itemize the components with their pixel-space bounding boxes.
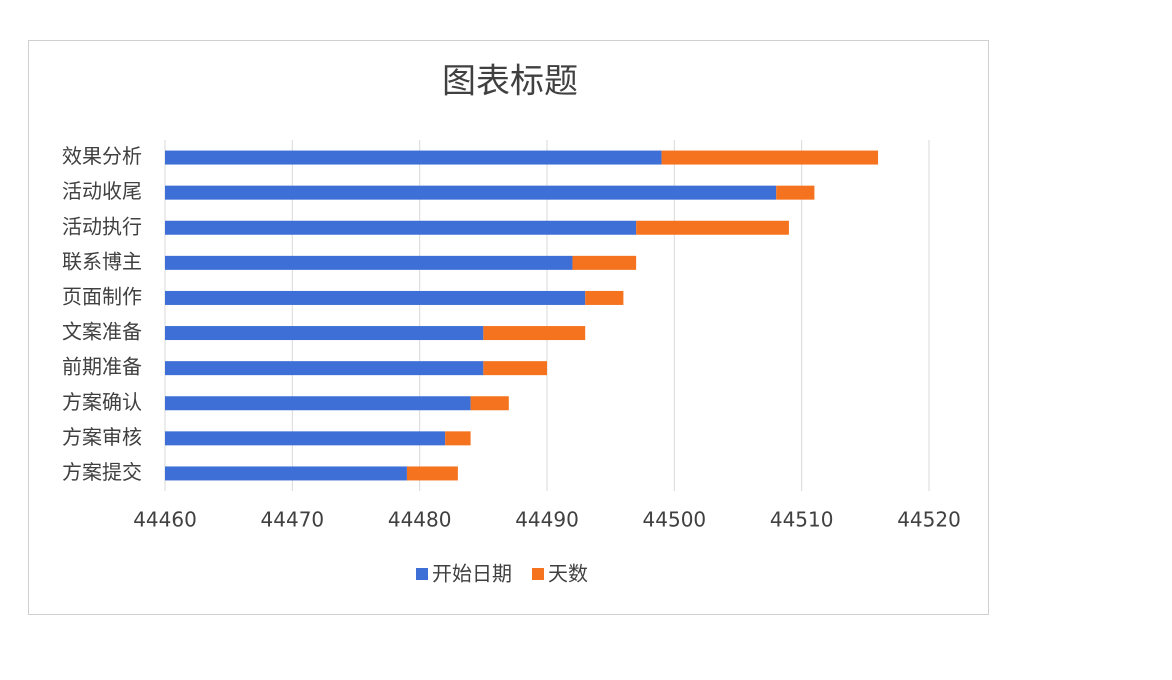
bar bbox=[483, 361, 547, 376]
bar bbox=[585, 290, 624, 305]
bar bbox=[165, 150, 662, 165]
x-tick-label: 44500 bbox=[643, 508, 707, 532]
y-tick-label: 效果分析 bbox=[62, 144, 142, 168]
y-tick-label: 方案确认 bbox=[62, 390, 142, 414]
legend-label: 天数 bbox=[548, 562, 588, 586]
bar bbox=[776, 185, 815, 200]
bar bbox=[445, 431, 471, 446]
y-tick-label: 方案审核 bbox=[62, 425, 142, 449]
x-tick-label: 44480 bbox=[388, 508, 452, 532]
x-tick-label: 44490 bbox=[515, 508, 579, 532]
bar bbox=[572, 255, 637, 270]
y-tick-label: 文案准备 bbox=[62, 320, 142, 344]
y-tick-label: 联系博主 bbox=[62, 249, 142, 273]
bar bbox=[483, 326, 586, 341]
y-tick-label: 方案提交 bbox=[62, 460, 142, 484]
legend-swatch bbox=[416, 568, 428, 580]
bar bbox=[165, 326, 484, 341]
bar bbox=[636, 220, 789, 235]
legend-label: 开始日期 bbox=[432, 562, 512, 586]
x-tick-label: 44470 bbox=[261, 508, 325, 532]
y-tick-label: 活动收尾 bbox=[62, 179, 142, 203]
x-tick-label: 44460 bbox=[133, 508, 197, 532]
bar bbox=[661, 150, 879, 165]
bar bbox=[406, 466, 458, 481]
bar bbox=[165, 185, 777, 200]
y-tick-label: 前期准备 bbox=[62, 355, 142, 379]
y-tick-label: 活动执行 bbox=[62, 214, 142, 238]
x-tick-label: 44520 bbox=[897, 508, 961, 532]
bar bbox=[165, 255, 573, 270]
bar bbox=[165, 290, 586, 305]
bar bbox=[470, 396, 509, 411]
bar bbox=[165, 361, 484, 376]
bar bbox=[165, 431, 446, 446]
x-tick-label: 44510 bbox=[770, 508, 834, 532]
bar bbox=[165, 396, 471, 411]
bar bbox=[165, 466, 407, 481]
chart-title: 图表标题 bbox=[442, 62, 578, 102]
y-tick-label: 页面制作 bbox=[62, 284, 142, 308]
legend-swatch bbox=[532, 568, 544, 580]
bar bbox=[165, 220, 637, 235]
